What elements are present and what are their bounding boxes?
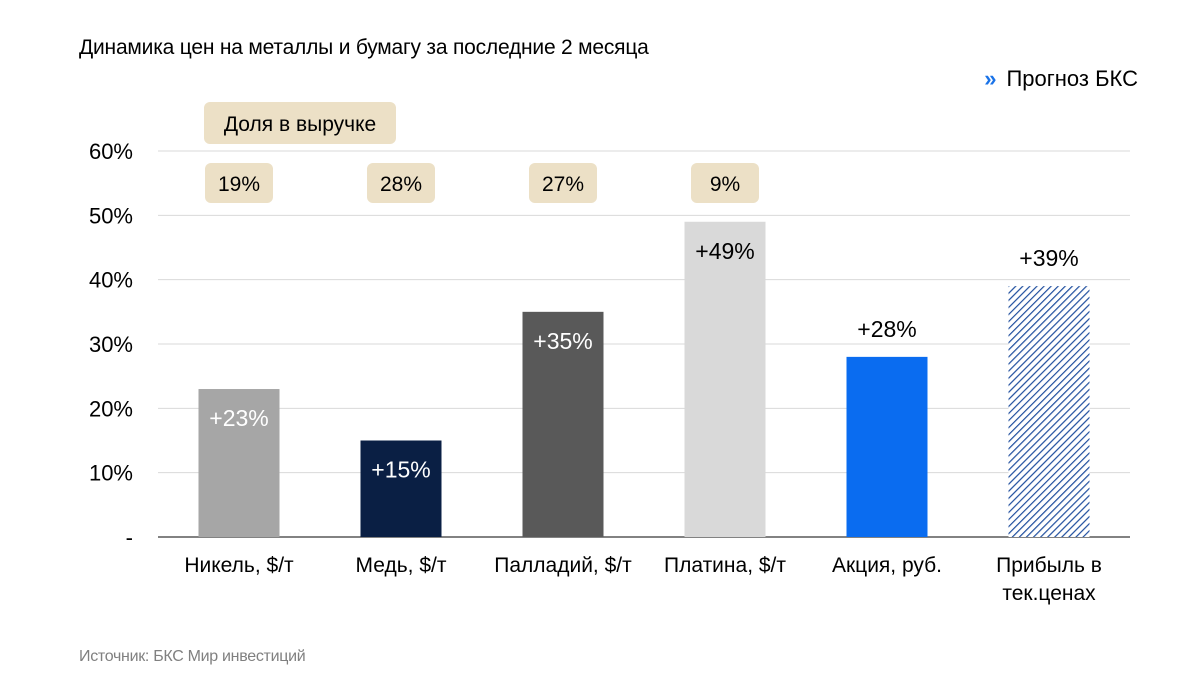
revenue-share-box <box>367 163 435 203</box>
bar <box>846 356 928 537</box>
chart-title: Динамика цен на металлы и бумагу за посл… <box>79 36 649 59</box>
data-label: +28% <box>857 316 916 342</box>
forecast-marker-icon: » <box>984 66 997 91</box>
y-tick-label: 20% <box>89 396 133 421</box>
x-tick-label: Медь, $/т <box>356 554 447 577</box>
x-tick-label: Платина, $/т <box>664 554 786 577</box>
y-tick-label: 40% <box>89 268 133 293</box>
bar <box>198 389 280 537</box>
revenue-share-box <box>205 163 273 203</box>
data-label: +39% <box>1019 245 1078 271</box>
bar <box>1008 286 1090 537</box>
bar <box>360 440 442 537</box>
data-label: +15% <box>371 457 430 483</box>
y-tick-label: - <box>126 525 133 550</box>
x-tick-label: Палладий, $/т <box>494 554 632 577</box>
x-tick-label: Акция, руб. <box>832 554 942 577</box>
data-label: +49% <box>695 238 754 264</box>
y-tick-label: 30% <box>89 332 133 357</box>
revenue-share-box <box>529 163 597 203</box>
data-label: +23% <box>209 405 268 431</box>
source-note: Источник: БКС Мир инвестиций <box>79 648 306 665</box>
revenue-share-value: 9% <box>710 173 740 196</box>
forecast-legend: » Прогноз БКС <box>984 66 1138 92</box>
y-tick-label: 10% <box>89 461 133 486</box>
y-tick-label: 60% <box>89 139 133 164</box>
revenue-share-box <box>691 163 759 203</box>
revenue-share-value: 28% <box>380 173 422 196</box>
x-tick-label: Никель, $/т <box>184 554 294 577</box>
revenue-share-value: 27% <box>542 173 584 196</box>
bar <box>684 221 766 537</box>
y-tick-label: 50% <box>89 203 133 228</box>
x-tick-label: тек.ценах <box>1002 582 1096 605</box>
revenue-share-header-box <box>204 102 396 144</box>
x-tick-label: Прибыль в <box>996 554 1102 577</box>
bar <box>522 311 604 537</box>
data-label: +35% <box>533 328 592 354</box>
forecast-legend-label: Прогноз БКС <box>1006 66 1138 91</box>
revenue-share-value: 19% <box>218 173 260 196</box>
revenue-share-header: Доля в выручке <box>224 113 376 136</box>
